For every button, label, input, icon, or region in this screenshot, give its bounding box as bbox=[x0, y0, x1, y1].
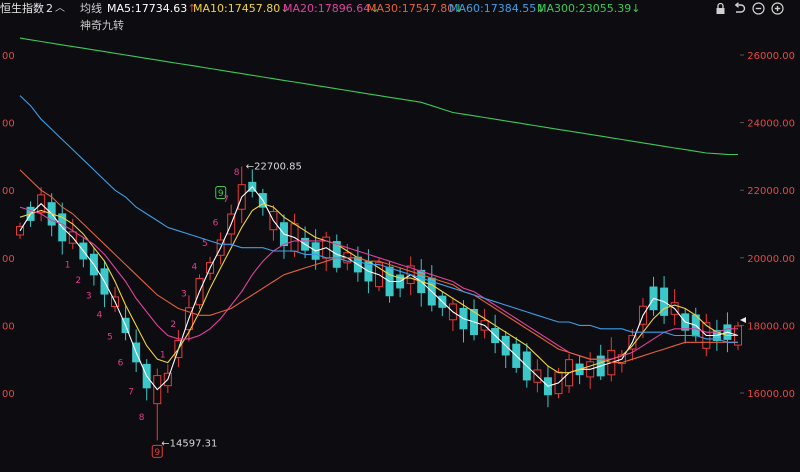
ma-legend-item: MA10:17457.80↓ bbox=[193, 2, 290, 15]
left-axis-tick-label: 00 bbox=[2, 186, 15, 197]
td-count-up: 2 bbox=[170, 320, 176, 330]
td-count-up: 6 bbox=[213, 219, 219, 229]
top-toolbar: 恒生指数 2 ︿ 均线 MA5:17734.63↑ MA10:17457.80↓ M… bbox=[0, 0, 800, 18]
plus-icon[interactable] bbox=[771, 2, 784, 15]
ma-line-ma5 bbox=[19, 185, 739, 391]
ma-line-ma20 bbox=[19, 206, 738, 360]
undo-icon[interactable] bbox=[733, 2, 746, 15]
td-count-up: 4 bbox=[192, 263, 198, 273]
minus-icon[interactable] bbox=[752, 2, 765, 15]
left-axis-tick-label: 00 bbox=[2, 389, 15, 400]
ma-line-ma60 bbox=[19, 95, 738, 343]
td-count-down: 8 bbox=[139, 413, 145, 423]
left-axis-tick-label: 00 bbox=[2, 254, 15, 265]
left-axis-tick-label: 00 bbox=[2, 51, 15, 62]
td-count-up: 1 bbox=[160, 350, 166, 360]
td-count-up: 8 bbox=[234, 168, 240, 178]
td-count-down: 4 bbox=[96, 310, 102, 320]
indicator-label[interactable]: 均线 bbox=[80, 2, 102, 15]
nine-turn-top-label: 9 bbox=[218, 189, 224, 199]
y-axis-tick-label: 26000.00 bbox=[747, 51, 795, 62]
td-count-down: 1 bbox=[65, 261, 71, 271]
left-axis-tick-label: 00 bbox=[2, 119, 15, 130]
ma-line-ma30 bbox=[19, 169, 738, 364]
ma-legend-item: MA30:17547.80↓ bbox=[367, 2, 464, 15]
td-count-up: 3 bbox=[181, 290, 187, 300]
td-count-up: 7 bbox=[223, 195, 229, 205]
td-count-down: 2 bbox=[75, 276, 81, 286]
ma-legend-item: MA5:17734.63↑ bbox=[107, 2, 197, 15]
left-axis-tick-label: 00 bbox=[2, 321, 15, 332]
period-selector[interactable]: 2 bbox=[46, 2, 53, 15]
current-price-marker bbox=[740, 317, 746, 323]
td-count-down: 7 bbox=[128, 387, 134, 397]
index-name[interactable]: 恒生指数 bbox=[0, 2, 44, 15]
td-count-down: 6 bbox=[118, 358, 124, 368]
nine-turn-bottom-badge bbox=[151, 444, 163, 458]
sub-indicator-label[interactable]: 神奇九转 bbox=[80, 19, 124, 32]
y-axis-tick-label: 18000.00 bbox=[747, 321, 795, 332]
td-count-up: 5 bbox=[202, 239, 208, 249]
ma-legend-item: MA300:23055.39↓ bbox=[537, 2, 641, 15]
ma-legend-item: MA60:17384.55↓ bbox=[449, 2, 546, 15]
min-price-label: ←14597.31 bbox=[161, 438, 217, 449]
y-axis-tick-label: 20000.00 bbox=[747, 254, 795, 265]
max-price-label: ←22700.85 bbox=[246, 162, 302, 173]
y-axis-tick-label: 16000.00 bbox=[747, 389, 795, 400]
ma-legend-item: MA20:17896.64↓ bbox=[283, 2, 380, 15]
y-axis-tick-label: 22000.00 bbox=[747, 186, 795, 197]
td-count-down: 3 bbox=[86, 292, 92, 302]
nine-turn-top-badge bbox=[215, 186, 227, 200]
nine-turn-bottom-label: 9 bbox=[154, 448, 160, 458]
chevron-up-icon[interactable]: ︿ bbox=[55, 3, 65, 14]
lock-icon[interactable] bbox=[714, 2, 727, 15]
td-count-down: 5 bbox=[107, 333, 113, 343]
y-axis-tick-label: 24000.00 bbox=[747, 119, 795, 130]
ma-line-ma300 bbox=[19, 37, 739, 156]
